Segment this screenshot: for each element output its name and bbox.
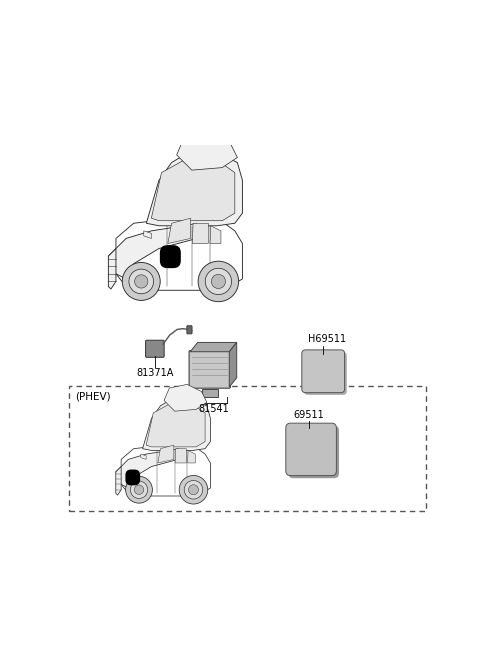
Circle shape: [179, 476, 208, 504]
Circle shape: [189, 485, 198, 495]
Polygon shape: [210, 226, 221, 243]
FancyBboxPatch shape: [288, 426, 339, 478]
Polygon shape: [190, 342, 237, 352]
FancyBboxPatch shape: [145, 340, 164, 358]
FancyBboxPatch shape: [160, 245, 181, 268]
Polygon shape: [168, 218, 191, 243]
Polygon shape: [229, 342, 237, 387]
Polygon shape: [192, 223, 208, 243]
Bar: [69, 386, 426, 510]
Polygon shape: [121, 445, 210, 496]
Circle shape: [134, 275, 148, 288]
Polygon shape: [116, 449, 178, 488]
Circle shape: [184, 480, 203, 499]
FancyBboxPatch shape: [125, 470, 140, 485]
Circle shape: [205, 268, 231, 295]
Circle shape: [122, 262, 160, 300]
Circle shape: [134, 485, 144, 495]
Polygon shape: [202, 389, 217, 398]
Circle shape: [198, 261, 239, 302]
Circle shape: [126, 476, 153, 503]
FancyBboxPatch shape: [286, 423, 336, 476]
FancyBboxPatch shape: [304, 352, 347, 395]
Polygon shape: [175, 449, 186, 463]
Polygon shape: [177, 133, 238, 170]
Polygon shape: [141, 454, 146, 459]
Polygon shape: [144, 231, 151, 238]
Polygon shape: [151, 160, 235, 220]
Polygon shape: [146, 404, 205, 447]
Text: 81541: 81541: [198, 404, 229, 414]
Polygon shape: [108, 223, 197, 279]
Polygon shape: [143, 399, 210, 451]
Circle shape: [129, 269, 154, 294]
Polygon shape: [164, 384, 207, 411]
Circle shape: [211, 274, 226, 289]
Polygon shape: [116, 218, 242, 291]
Polygon shape: [116, 466, 121, 495]
Polygon shape: [146, 152, 242, 226]
FancyBboxPatch shape: [302, 350, 345, 393]
Circle shape: [130, 481, 148, 499]
Text: H69511: H69511: [308, 334, 346, 344]
Text: 81371A: 81371A: [136, 368, 174, 378]
Text: 69511: 69511: [294, 410, 324, 420]
FancyBboxPatch shape: [189, 350, 230, 388]
Polygon shape: [158, 445, 174, 463]
FancyBboxPatch shape: [187, 325, 192, 334]
Text: (PHEV): (PHEV): [75, 392, 110, 401]
Polygon shape: [108, 249, 116, 289]
Polygon shape: [188, 451, 195, 463]
